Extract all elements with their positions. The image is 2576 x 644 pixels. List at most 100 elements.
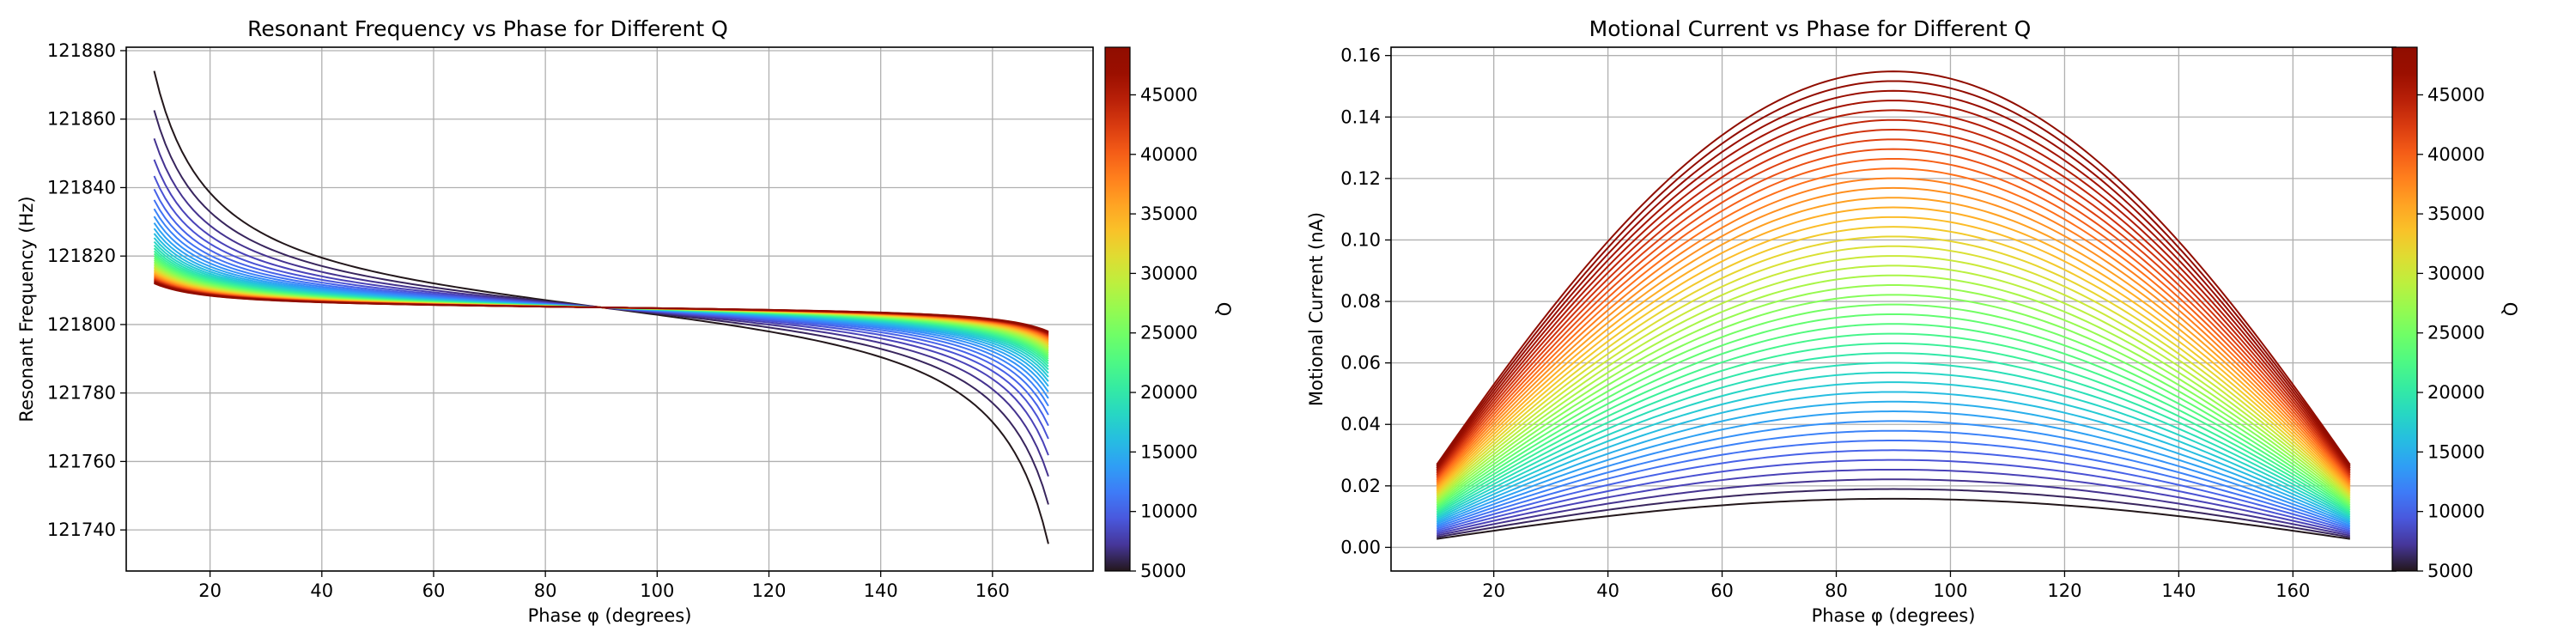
colorbar-tick-label: 40000 <box>2427 144 2485 165</box>
y-tick-label: 121760 <box>47 451 116 471</box>
y-tick-label: 121860 <box>47 109 116 130</box>
x-tick-label: 80 <box>1825 580 1848 601</box>
series-line <box>1436 468 2351 535</box>
chart-title: Motional Current vs Phase for Different … <box>1589 16 2032 41</box>
plot-frame <box>125 46 1094 572</box>
y-tick-label: 121740 <box>47 519 116 540</box>
colorbar-gradient <box>2391 46 2418 572</box>
x-axis-ticks: 20 40 60 80 100 120 140 160 <box>1482 571 2310 601</box>
y-tick-label: 0.12 <box>1340 168 1381 189</box>
x-tick-label: 160 <box>2275 580 2310 601</box>
colorbar-tick-label: 35000 <box>1140 204 1198 224</box>
colorbar-tick-label: 20000 <box>1140 382 1198 403</box>
series-line <box>1436 420 2351 526</box>
y-tick-label: 121820 <box>47 246 116 266</box>
x-axis-label: Phase φ (degrees) <box>528 605 692 626</box>
colorbar-gradient <box>1104 46 1131 572</box>
colorbar-tick-label: 45000 <box>2427 84 2485 105</box>
series-line <box>1436 429 2351 528</box>
series-lines <box>1436 70 2351 540</box>
x-tick-label: 160 <box>975 580 1010 601</box>
series-line <box>1436 478 2351 537</box>
y-tick-label: 0.14 <box>1340 106 1381 127</box>
colorbar-tick-label: 25000 <box>1140 323 1198 343</box>
series-line <box>1436 109 2351 472</box>
series-line <box>1436 216 2351 491</box>
y-tick-label: 0.10 <box>1340 229 1381 250</box>
series-line <box>1436 391 2351 521</box>
colorbar-tick-label: 20000 <box>2427 382 2485 403</box>
colorbar: 5000 10000 15000 20000 25000 30000 35000 40000 4… <box>1104 46 1234 581</box>
series-line <box>1437 497 2350 540</box>
x-axis-ticks: 20 40 60 80 100 120 140 160 <box>198 571 1010 601</box>
x-tick-label: 20 <box>1482 580 1505 601</box>
series-line <box>1437 488 2350 538</box>
colorbar-ticks: 5000 10000 15000 20000 25000 30000 35000 40000 4… <box>2417 84 2485 581</box>
series-line <box>1436 118 2351 474</box>
series-line <box>1436 235 2351 495</box>
series-line <box>1436 449 2351 532</box>
colorbar-tick-label: 30000 <box>2427 263 2485 283</box>
chart-title: Resonant Frequency vs Phase for Differen… <box>247 16 728 41</box>
y-tick-label: 0.08 <box>1340 291 1381 312</box>
series-line <box>1436 342 2351 513</box>
x-tick-label: 140 <box>2161 580 2196 601</box>
colorbar-tick-label: 15000 <box>2427 441 2485 462</box>
series-line <box>1436 206 2351 489</box>
current-chart-panel: Motional Current vs Phase for Different … <box>1306 16 2520 626</box>
grid-lines <box>1391 47 2396 571</box>
series-line <box>1436 400 2351 523</box>
series-lines <box>153 70 1049 544</box>
x-tick-label: 20 <box>198 580 222 601</box>
series-line <box>1436 80 2351 467</box>
series-line <box>1436 371 2351 518</box>
series-line <box>1436 100 2351 471</box>
y-tick-label: 0.00 <box>1340 537 1381 557</box>
x-tick-label: 40 <box>1596 580 1619 601</box>
y-axis-ticks: 0.00 0.02 0.04 0.06 0.08 0.10 0.12 0.14 0.16 <box>1340 46 1391 557</box>
series-line <box>1436 294 2351 505</box>
series-line <box>1436 459 2351 533</box>
series-line <box>1436 245 2351 496</box>
series-line <box>1436 303 2351 507</box>
colorbar-tick-label: 30000 <box>1140 263 1198 283</box>
series-line <box>1436 439 2351 530</box>
series-line <box>1436 361 2351 516</box>
series-line <box>1436 255 2351 498</box>
series-line <box>1436 323 2351 510</box>
x-tick-label: 100 <box>1933 580 1967 601</box>
y-tick-label: 121880 <box>47 40 116 61</box>
series-line <box>1436 332 2351 512</box>
x-tick-label: 80 <box>534 580 557 601</box>
series-line <box>1436 89 2351 469</box>
y-tick-label: 121800 <box>47 314 116 335</box>
colorbar-tick-label: 35000 <box>2427 204 2485 224</box>
series-line <box>1436 138 2351 477</box>
colorbar: 5000 10000 15000 20000 25000 30000 35000 40000 4… <box>2391 46 2520 581</box>
series-line <box>1436 197 2351 488</box>
series-line <box>1436 157 2351 481</box>
y-tick-label: 121780 <box>47 383 116 404</box>
x-tick-label: 140 <box>864 580 898 601</box>
y-axis-ticks: 121740 121760 121780 121800 121820 121840 1218… <box>47 40 126 540</box>
colorbar-tick-label: 15000 <box>1140 441 1198 462</box>
x-tick-label: 40 <box>310 580 333 601</box>
series-line <box>1436 186 2351 486</box>
y-tick-label: 0.16 <box>1340 46 1381 66</box>
colorbar-tick-label: 10000 <box>2427 501 2485 522</box>
series-line <box>1436 274 2351 501</box>
x-axis-label: Phase φ (degrees) <box>1812 605 1976 626</box>
colorbar-tick-label: 40000 <box>1140 144 1198 165</box>
series-line <box>1436 410 2351 525</box>
series-line <box>1436 129 2351 476</box>
x-tick-label: 60 <box>1710 580 1734 601</box>
x-tick-label: 100 <box>640 580 674 601</box>
series-line <box>1436 352 2351 515</box>
x-tick-label: 120 <box>2047 580 2081 601</box>
series-line <box>1436 70 2351 465</box>
x-tick-label: 60 <box>422 580 446 601</box>
y-tick-label: 0.06 <box>1340 353 1381 374</box>
y-axis-label: Motional Current (nA) <box>1306 212 1327 406</box>
colorbar-label: Q <box>2500 302 2520 317</box>
